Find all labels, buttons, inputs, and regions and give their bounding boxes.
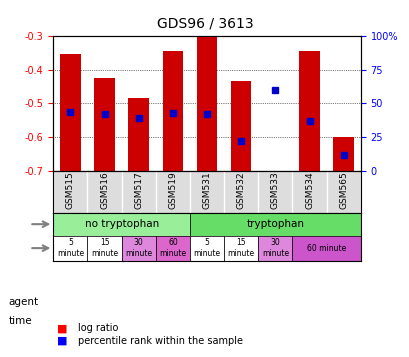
Bar [292, 236, 360, 261]
Bar [230, 81, 251, 171]
Text: ■: ■ [57, 323, 68, 333]
Text: GSM531: GSM531 [202, 171, 211, 209]
Text: percentile rank within the sample: percentile rank within the sample [78, 336, 242, 346]
Bar [53, 236, 87, 261]
Text: GSM515: GSM515 [66, 171, 75, 209]
Bar [258, 236, 292, 261]
Bar [94, 78, 115, 171]
Text: 5
minute: 5 minute [193, 238, 220, 258]
Bar [87, 236, 121, 261]
Text: 5
minute: 5 minute [57, 238, 84, 258]
Bar [155, 236, 189, 261]
Bar [196, 36, 217, 171]
Text: GSM532: GSM532 [236, 171, 245, 208]
Text: GSM534: GSM534 [304, 171, 313, 208]
Text: 60 minute: 60 minute [306, 243, 346, 253]
Text: GDS96 / 3613: GDS96 / 3613 [156, 16, 253, 30]
Text: tryptophan: tryptophan [246, 219, 303, 229]
Text: 30
minute: 30 minute [261, 238, 288, 258]
Text: GSM516: GSM516 [100, 171, 109, 209]
Text: 15
minute: 15 minute [91, 238, 118, 258]
Bar [162, 51, 183, 171]
Bar [224, 236, 258, 261]
Text: 60
minute: 60 minute [159, 238, 186, 258]
Bar [121, 236, 155, 261]
Bar [299, 51, 319, 171]
Text: GSM533: GSM533 [270, 171, 279, 209]
Text: GSM517: GSM517 [134, 171, 143, 209]
Text: GSM519: GSM519 [168, 171, 177, 209]
Text: time: time [8, 316, 32, 326]
Text: log ratio: log ratio [78, 323, 118, 333]
Bar [189, 213, 360, 236]
Text: 15
minute: 15 minute [227, 238, 254, 258]
Text: agent: agent [8, 297, 38, 307]
Bar [53, 213, 189, 236]
Text: 30
minute: 30 minute [125, 238, 152, 258]
Bar [333, 137, 353, 171]
Bar [60, 54, 81, 171]
Text: GSM565: GSM565 [338, 171, 347, 209]
Bar [189, 236, 224, 261]
Text: ■: ■ [57, 336, 68, 346]
Text: no tryptophan: no tryptophan [84, 219, 158, 229]
Bar [128, 98, 148, 171]
